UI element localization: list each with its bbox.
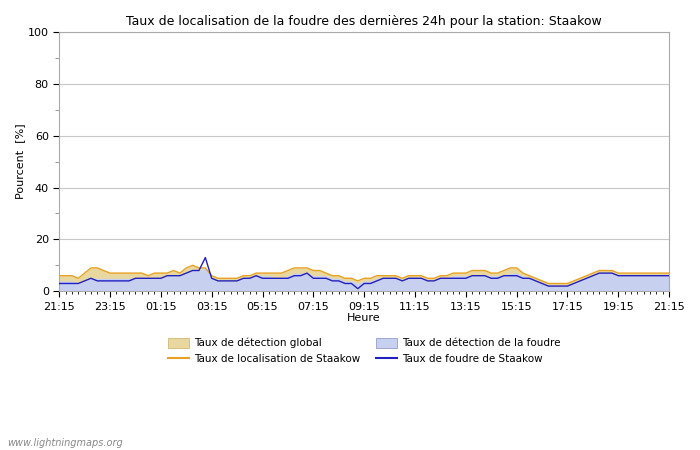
X-axis label: Heure: Heure xyxy=(347,313,381,323)
Legend: Taux de détection global, Taux de localisation de Staakow, Taux de détection de : Taux de détection global, Taux de locali… xyxy=(168,338,561,364)
Title: Taux de localisation de la foudre des dernières 24h pour la station: Staakow: Taux de localisation de la foudre des de… xyxy=(126,15,602,28)
Text: www.lightningmaps.org: www.lightningmaps.org xyxy=(7,438,122,448)
Y-axis label: Pourcent  [%]: Pourcent [%] xyxy=(15,124,25,199)
